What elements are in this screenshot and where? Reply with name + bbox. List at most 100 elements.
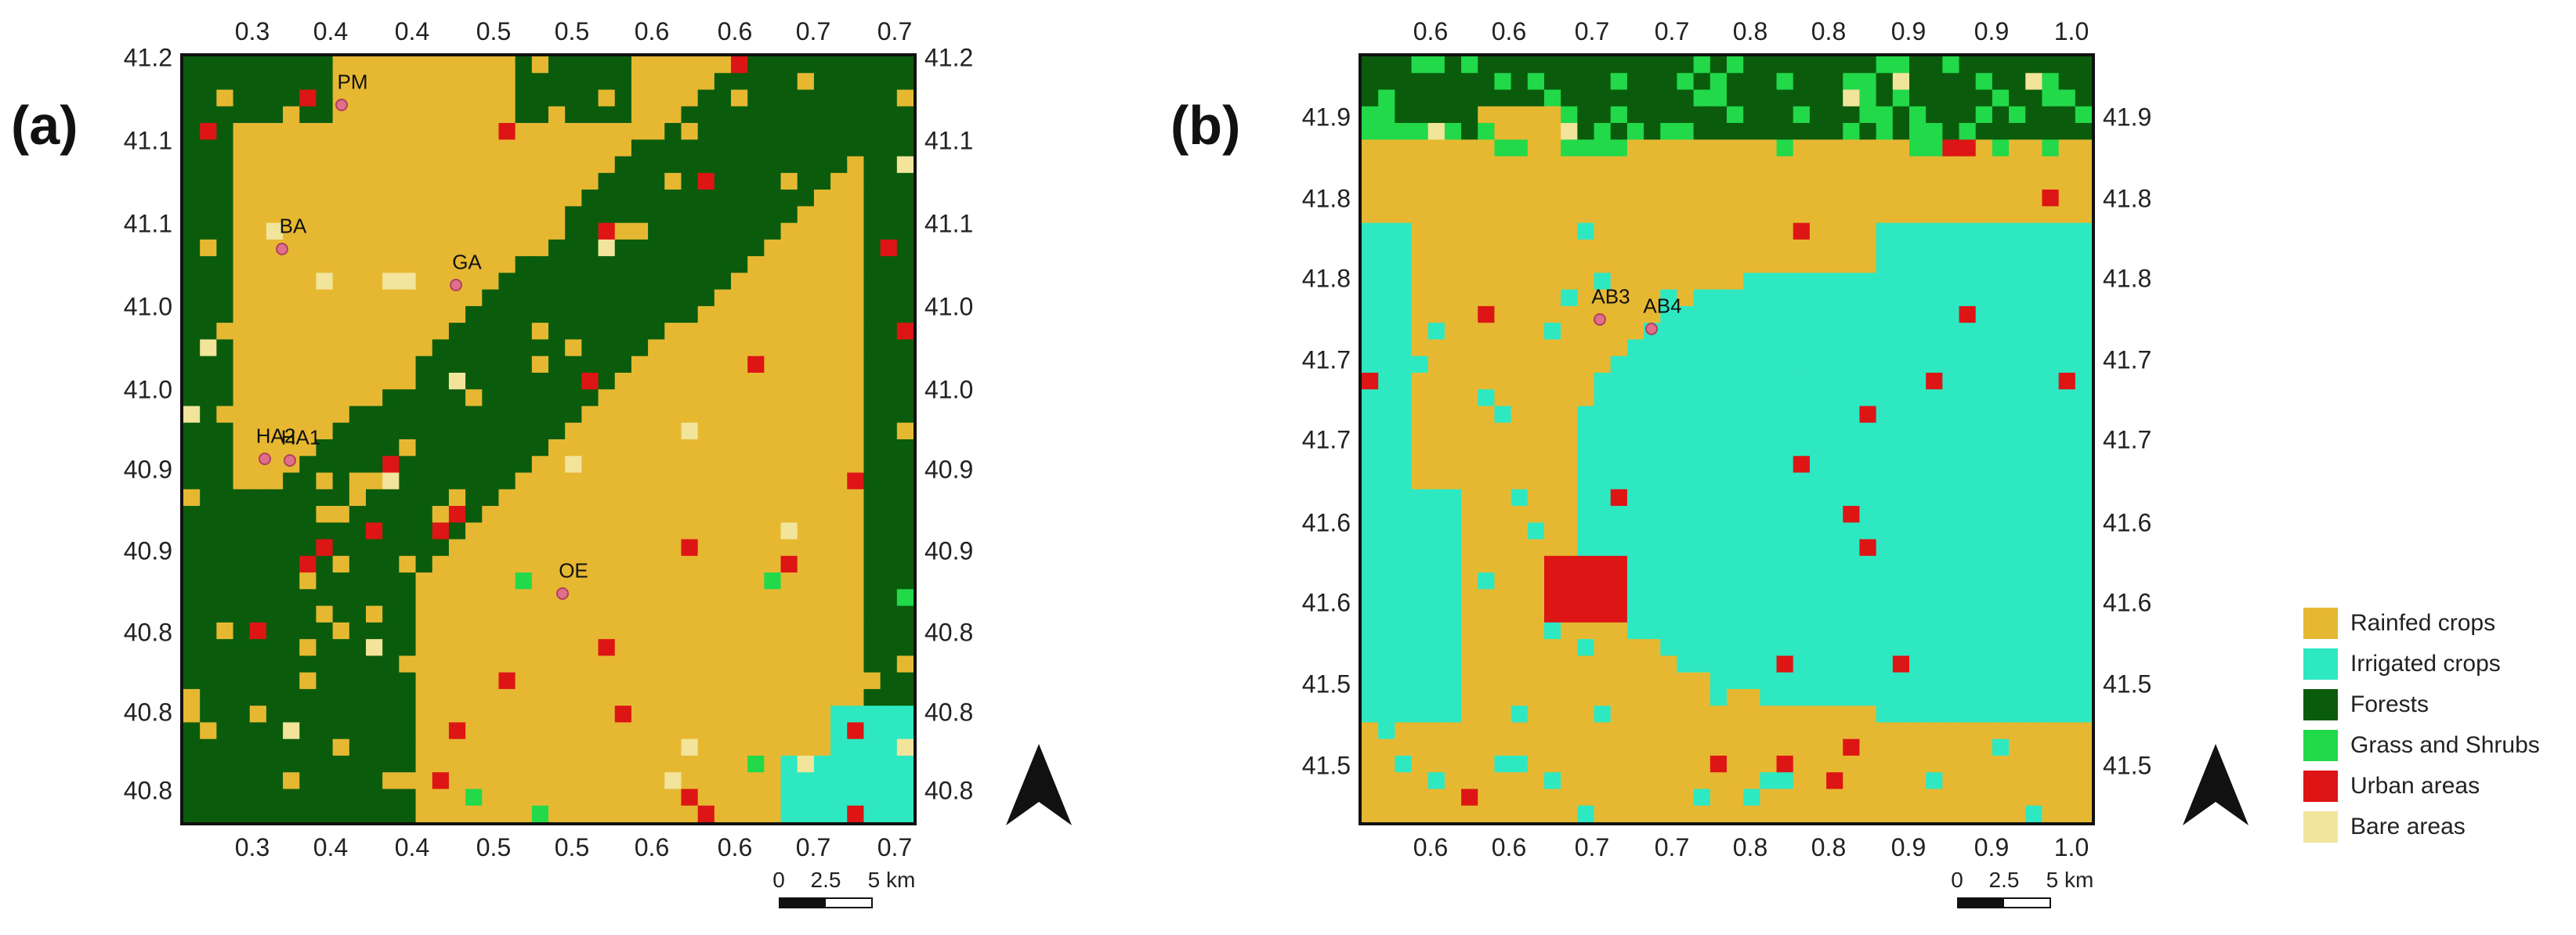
raster-cell [482,305,500,323]
raster-cell [1444,273,1462,291]
raster-cell [233,539,251,557]
raster-cell [1461,172,1478,190]
raster-cell [780,172,798,190]
raster-cell [382,206,400,224]
raster-cell [200,738,217,756]
raster-cell [2075,555,2092,573]
raster-cell [366,256,383,273]
raster-cell [465,489,483,507]
raster-cell [664,190,682,207]
raster-cell [1660,522,1678,540]
raster-cell [1843,139,1861,157]
raster-cell [1975,305,1993,323]
raster-cell [1494,722,1512,740]
raster-cell [2058,239,2076,257]
raster-cell [1527,172,1545,190]
raster-cell [1494,706,1512,724]
raster-cell [1561,655,1578,673]
raster-cell [266,738,284,756]
raster-cell [299,406,317,424]
raster-cell [1793,738,1811,756]
raster-cell [631,273,649,291]
raster-cell [316,539,334,557]
raster-cell [1809,73,1827,91]
raster-cell [1427,722,1445,740]
raster-cell [1561,106,1578,124]
raster-cell [664,339,682,357]
raster-cell [432,356,450,374]
raster-cell [548,372,566,390]
raster-cell [1859,356,1877,374]
raster-cell [581,289,599,307]
raster-cell [1660,789,1678,807]
raster-cell [581,89,599,107]
raster-cell [432,172,450,190]
raster-cell [332,489,350,507]
raster-cell [1809,323,1827,341]
raster-cell [1362,738,1379,756]
raster-cell [731,56,748,74]
raster-cell [896,206,914,224]
raster-cell [1826,56,1843,74]
raster-cell [1427,273,1445,291]
raster-cell [565,506,582,523]
raster-cell [863,289,881,307]
raster-cell [465,722,483,740]
raster-cell [332,206,350,224]
raster-cell [2009,605,2026,623]
raster-cell [896,239,914,257]
raster-cell [880,273,898,291]
raster-cell [1942,572,1960,590]
raster-cell [183,222,201,240]
raster-cell [830,190,848,207]
raster-cell [465,439,483,457]
raster-cell [1693,172,1711,190]
raster-cell [1577,323,1595,341]
raster-cell [697,706,715,724]
raster-cell [266,688,284,706]
raster-cell [565,305,582,323]
raster-cell [2058,655,2076,673]
raster-cell [266,622,284,640]
raster-cell [681,489,699,507]
raster-cell [515,489,533,507]
raster-cell [764,389,782,407]
raster-cell [1727,489,1744,507]
raster-cell [681,789,699,807]
raster-cell [1693,273,1711,291]
raster-cell [1411,123,1429,140]
raster-cell [1511,622,1529,640]
raster-cell [1395,622,1413,640]
raster-cell [714,755,732,773]
raster-cell [1793,139,1811,157]
raster-cell [631,738,649,756]
raster-cell [200,672,217,690]
raster-cell [1660,439,1678,457]
raster-cell [565,339,582,357]
raster-cell [1561,639,1578,656]
raster-cell [1644,622,1661,640]
raster-cell [1362,356,1379,374]
raster-cell [847,522,865,540]
raster-cell [1677,323,1695,341]
x-tick-label: 0.7 [1574,833,1610,861]
raster-cell [1577,506,1595,523]
raster-cell [1760,206,1778,224]
raster-cell [1760,772,1778,790]
raster-cell [1577,156,1595,174]
raster-cell [1727,639,1744,656]
raster-cell [283,289,300,307]
raster-cell [1760,323,1778,341]
raster-cell [2075,738,2092,756]
raster-cell [515,772,533,790]
raster-cell [598,506,616,523]
raster-cell [531,439,549,457]
raster-cell [598,738,616,756]
raster-cell [631,222,649,240]
raster-cell [830,139,848,157]
raster-cell [1395,805,1413,822]
raster-cell [1760,622,1778,640]
raster-cell [880,439,898,457]
raster-cell [598,139,616,157]
raster-cell [697,506,715,523]
